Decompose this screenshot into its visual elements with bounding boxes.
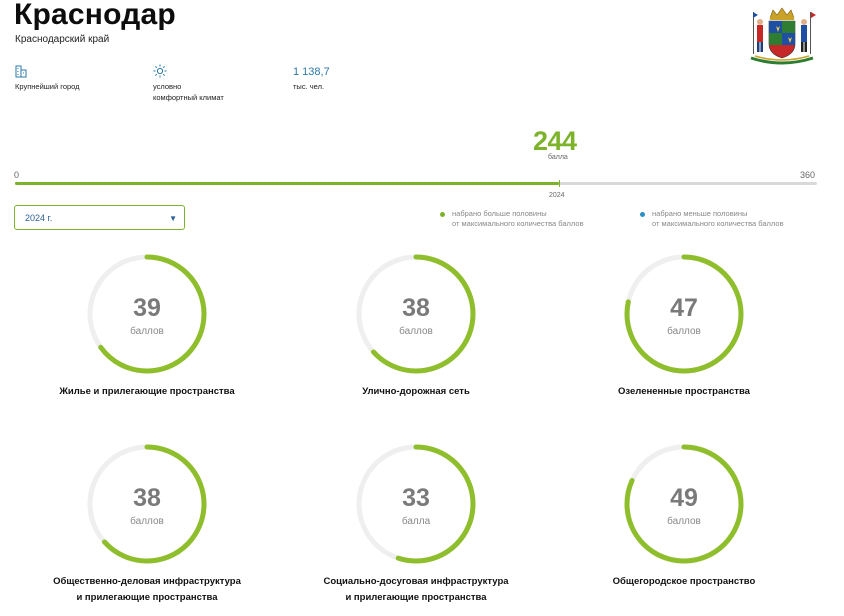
score-progress-track	[15, 180, 817, 187]
score-ring	[356, 254, 476, 374]
scale-min-label: 0	[14, 170, 20, 180]
category-label: Озелененные пространства	[554, 384, 814, 400]
category-label: Общегородское пространство	[554, 574, 814, 590]
category-label-line: Социально-досуговая инфраструктура	[323, 576, 509, 587]
category-score: 49	[670, 484, 698, 512]
score-progress-fill	[15, 182, 559, 185]
stat-label: комфортный климат	[153, 93, 224, 102]
category-label-line: и прилегающие пространства	[76, 592, 218, 603]
category-score: 33	[402, 484, 430, 512]
legend-text: набрано больше половины	[452, 209, 547, 218]
year-select[interactable]: 2024 г. ▼	[14, 205, 185, 230]
legend-dot-green	[440, 212, 445, 217]
legend-text: от максимального количества баллов	[452, 219, 584, 228]
category-label: Общественно-деловая инфраструктура и при…	[17, 574, 277, 606]
year-select-value: 2024 г.	[25, 213, 53, 223]
building-icon	[15, 65, 27, 78]
caret-down-icon: ▼	[169, 214, 177, 223]
legend-text: набрано меньше половины	[652, 209, 748, 218]
category-score: 38	[133, 484, 161, 512]
category-score-unit: баллов	[130, 326, 164, 337]
category-label-line: Улично-дорожная сеть	[362, 386, 470, 397]
category-label: Улично-дорожная сеть	[286, 384, 546, 400]
scale-max-label: 360	[800, 170, 816, 180]
year-tick-label: 2024	[549, 192, 565, 199]
category-label: Социально-досуговая инфраструктура и при…	[286, 574, 546, 606]
sun-icon	[153, 64, 167, 78]
score-ring	[87, 444, 207, 564]
population-unit: тыс. чел.	[293, 82, 325, 91]
city-title: Краснодар	[14, 0, 176, 31]
category-label-line: Общегородское пространство	[612, 576, 756, 587]
legend-text: от максимального количества баллов	[652, 219, 784, 228]
region-name: Краснодарский край	[15, 34, 110, 45]
legend-dot-blue	[640, 212, 645, 217]
category-score: 47	[670, 294, 698, 322]
category-score-unit: баллов	[667, 516, 701, 527]
category-score-unit: баллов	[399, 326, 433, 337]
category-label-line: Озелененные пространства	[618, 386, 750, 397]
overall-score: 244	[533, 126, 577, 156]
score-marker	[558, 180, 560, 187]
category-score: 38	[402, 294, 430, 322]
score-ring	[356, 444, 476, 564]
stat-label: Крупнейший город	[15, 82, 80, 91]
category-label-line: и прилегающие пространства	[345, 592, 487, 603]
stat-label: условно	[153, 82, 182, 91]
category-label-line: Общественно-деловая инфраструктура	[53, 576, 241, 587]
stat-largest-city: Крупнейший город	[15, 64, 80, 92]
score-ring	[87, 254, 207, 374]
score-ring	[624, 254, 744, 374]
category-score-unit: баллов	[667, 326, 701, 337]
category-label: Жилье и прилегающие пространства	[17, 384, 277, 400]
overall-score-unit: балла	[548, 154, 568, 161]
category-score-unit: балла	[401, 516, 431, 527]
category-label-line: Жилье и прилегающие пространства	[59, 386, 235, 397]
stat-climate: условно комфортный климат	[153, 64, 224, 103]
category-score-unit: баллов	[130, 516, 164, 527]
population-value: 1 138,7	[293, 66, 330, 78]
score-ring	[624, 444, 744, 564]
category-score: 39	[133, 294, 161, 322]
coat-of-arms-icon	[750, 7, 816, 65]
